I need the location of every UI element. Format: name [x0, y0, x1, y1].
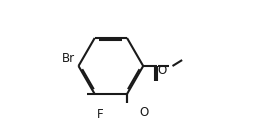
Text: F: F	[97, 108, 104, 121]
Text: O: O	[158, 64, 167, 77]
Text: Br: Br	[62, 52, 75, 65]
Text: O: O	[139, 106, 148, 119]
